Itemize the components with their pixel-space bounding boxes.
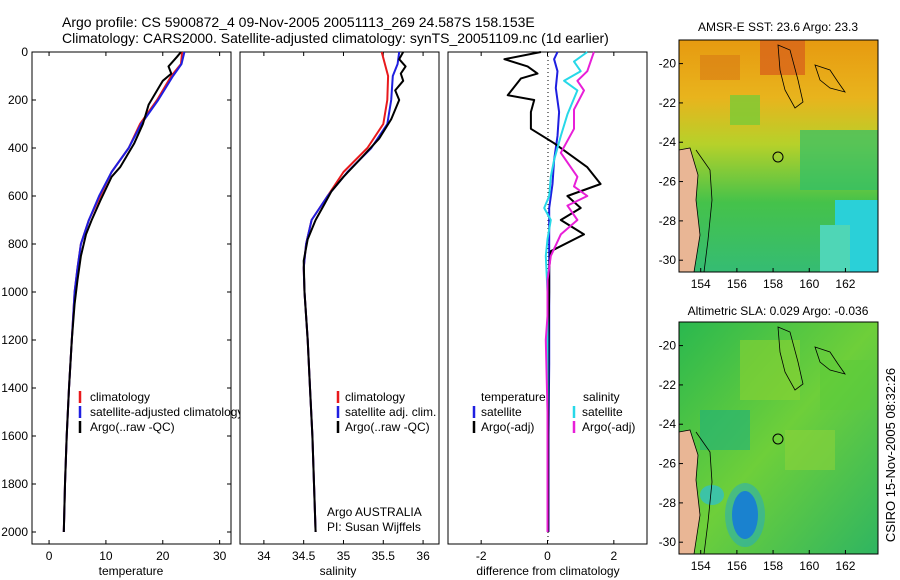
legend-temp-satellite: satellite xyxy=(481,405,522,419)
difference-legend: temperature satellite Argo(-adj) salinit… xyxy=(472,390,635,434)
map-x-tick-label: 160 xyxy=(799,559,819,573)
difference-series xyxy=(503,51,602,532)
sla-map-title: Altimetric SLA: 0.029 Argo: -0.036 xyxy=(688,304,869,318)
x-tick-label: 20 xyxy=(156,549,170,563)
sst-map-field xyxy=(679,40,878,272)
series-line-sal-satellite xyxy=(543,51,588,532)
temperature-xlabel: temperature xyxy=(99,564,164,578)
series-line-temp-argo xyxy=(503,51,602,532)
y-tick-label: 1400 xyxy=(1,381,28,395)
map-y-tick-label: -30 xyxy=(659,535,677,549)
map-x-tick-label: 154 xyxy=(691,277,711,291)
y-tick-label: 1000 xyxy=(1,285,28,299)
legend-temp-argo: Argo(-adj) xyxy=(481,420,534,434)
map-y-tick-label: -20 xyxy=(659,57,677,71)
map-y-tick-label: -24 xyxy=(659,417,677,431)
y-tick-label: 1200 xyxy=(1,333,28,347)
map-x-tick-label: 162 xyxy=(835,559,855,573)
y-tick-label: 400 xyxy=(8,141,28,155)
legend-climatology: climatology xyxy=(90,390,150,404)
y-tick-label: 0 xyxy=(21,45,28,59)
legend-satellite: satellite adj. clim. xyxy=(345,405,436,419)
x-tick-label: 34.5 xyxy=(292,549,316,563)
difference-xlabel: difference from climatology xyxy=(476,564,619,578)
series-line-argo xyxy=(62,51,182,533)
y-tick-label: 200 xyxy=(8,93,28,107)
header-line-2: Climatology: CARS2000. Satellite-adjuste… xyxy=(62,30,609,46)
y-tick-label: 800 xyxy=(8,237,28,251)
annotation-pi: PI: Susan Wijffels xyxy=(327,520,421,534)
map-x-tick-label: 154 xyxy=(691,559,711,573)
argo-position-marker xyxy=(772,433,784,445)
sla-map-box xyxy=(678,321,879,555)
series-line-sal-argo xyxy=(544,51,595,532)
legend-argo: Argo(..raw -QC) xyxy=(345,420,430,434)
legend-climatology: climatology xyxy=(345,390,405,404)
difference-x-axis: -2 0 2 xyxy=(476,52,617,563)
sla-map-axes: 154 156 158 160 162 -20 -22 -24 -26 -28 -30 xyxy=(659,339,856,573)
map-y-tick-label: -20 xyxy=(659,339,677,353)
map-x-tick-label: 158 xyxy=(763,277,783,291)
x-tick-label: 10 xyxy=(99,549,113,563)
series-line-argo xyxy=(302,51,407,533)
x-tick-label: 0 xyxy=(544,549,551,563)
map-y-tick-label: -26 xyxy=(659,175,677,189)
x-tick-label: -2 xyxy=(476,549,487,563)
map-y-tick-label: -22 xyxy=(659,96,677,110)
sla-map-field xyxy=(679,322,878,554)
map-y-tick-label: -26 xyxy=(659,457,677,471)
map-y-tick-label: -28 xyxy=(659,496,677,510)
map-x-tick-label: 156 xyxy=(727,277,747,291)
y-tick-label: 600 xyxy=(8,189,28,203)
sst-map-box xyxy=(678,39,879,273)
map-x-tick-label: 158 xyxy=(763,559,783,573)
map-x-tick-label: 162 xyxy=(835,277,855,291)
legend-argo: Argo(..raw -QC) xyxy=(90,420,175,434)
legend-temperature-title: temperature xyxy=(481,390,546,404)
map-y-tick-label: -28 xyxy=(659,214,677,228)
salinity-panel: 34 34.5 35 35.5 36 salinity climatology sate… xyxy=(239,51,440,578)
y-tick-label: 2000 xyxy=(1,525,28,539)
sst-map-title: AMSR-E SST: 23.6 Argo: 23.3 xyxy=(698,20,858,34)
x-tick-label: 35 xyxy=(337,549,351,563)
sst-map-panel: AMSR-E SST: 23.6 Argo: 23.3 154 156 158 160… xyxy=(659,20,879,291)
x-tick-label: 2 xyxy=(610,549,617,563)
x-tick-label: 36 xyxy=(416,549,430,563)
x-tick-label: 0 xyxy=(46,549,53,563)
temperature-x-axis: 0 10 20 30 xyxy=(46,52,227,563)
annotation-argo-australia: Argo AUSTRALIA xyxy=(327,505,422,519)
legend-satellite: satellite-adjusted climatology xyxy=(90,405,243,419)
legend-salinity-title: salinity xyxy=(583,390,620,404)
salinity-x-axis: 34 34.5 35 35.5 36 xyxy=(257,52,430,563)
sst-map-axes: 154 156 158 160 162 -20 -22 -24 -26 -28 -30 xyxy=(659,57,856,291)
salinity-axes-box xyxy=(239,51,440,545)
map-x-tick-label: 156 xyxy=(727,559,747,573)
x-tick-label: 30 xyxy=(213,549,227,563)
argo-position-marker xyxy=(772,151,784,163)
salinity-xlabel: salinity xyxy=(320,564,357,578)
difference-panel: -2 0 2 difference from climatology tempera… xyxy=(447,51,648,578)
legend-sal-satellite: satellite xyxy=(582,405,623,419)
temperature-legend: climatology satellite-adjusted climatolo… xyxy=(78,390,243,434)
map-y-tick-label: -22 xyxy=(659,378,677,392)
legend-sal-argo: Argo(-adj) xyxy=(582,420,635,434)
y-tick-label: 1600 xyxy=(1,429,28,443)
map-x-tick-label: 160 xyxy=(799,277,819,291)
salinity-series xyxy=(302,51,407,533)
x-tick-label: 35.5 xyxy=(372,549,396,563)
side-timestamp: CSIRO 15-Nov-2005 08:32:26 xyxy=(883,368,898,542)
temperature-axes-box xyxy=(31,51,232,545)
y-tick-label: 1800 xyxy=(1,477,28,491)
salinity-legend: climatology satellite adj. clim. Argo(..… xyxy=(336,390,436,434)
x-tick-label: 34 xyxy=(257,549,271,563)
temperature-series xyxy=(62,51,186,533)
header-line-1: Argo profile: CS 5900872_4 09-Nov-2005 2… xyxy=(62,14,535,30)
map-y-tick-label: -24 xyxy=(659,135,677,149)
sla-map-panel: Altimetric SLA: 0.029 Argo: -0.036 154 15… xyxy=(659,304,879,573)
map-y-tick-label: -30 xyxy=(659,253,677,267)
